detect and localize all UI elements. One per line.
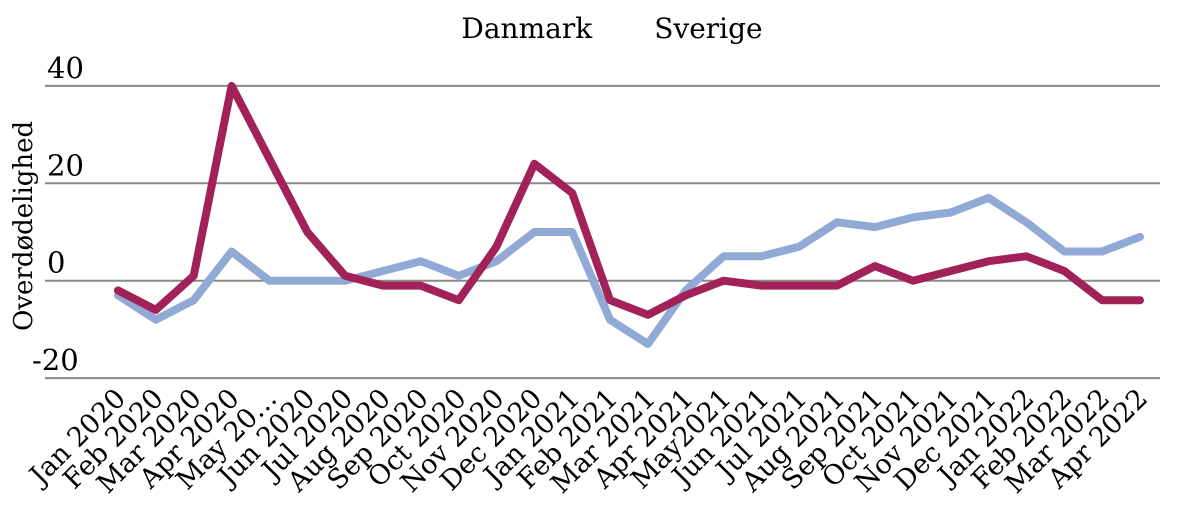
chart-legend: Danmark Sverige [21, 12, 1182, 45]
y-tick-label: -20 [32, 343, 79, 377]
y-tick-label: 20 [47, 148, 84, 182]
y-tick-label: 40 [47, 51, 84, 85]
series-line-danmark [114, 193, 1144, 348]
y-tick-label: 0 [47, 246, 65, 280]
legend-item-sverige: Sverige [654, 12, 763, 45]
series-line-sverige [114, 81, 1144, 319]
legend-item-danmark: Danmark [461, 12, 593, 45]
